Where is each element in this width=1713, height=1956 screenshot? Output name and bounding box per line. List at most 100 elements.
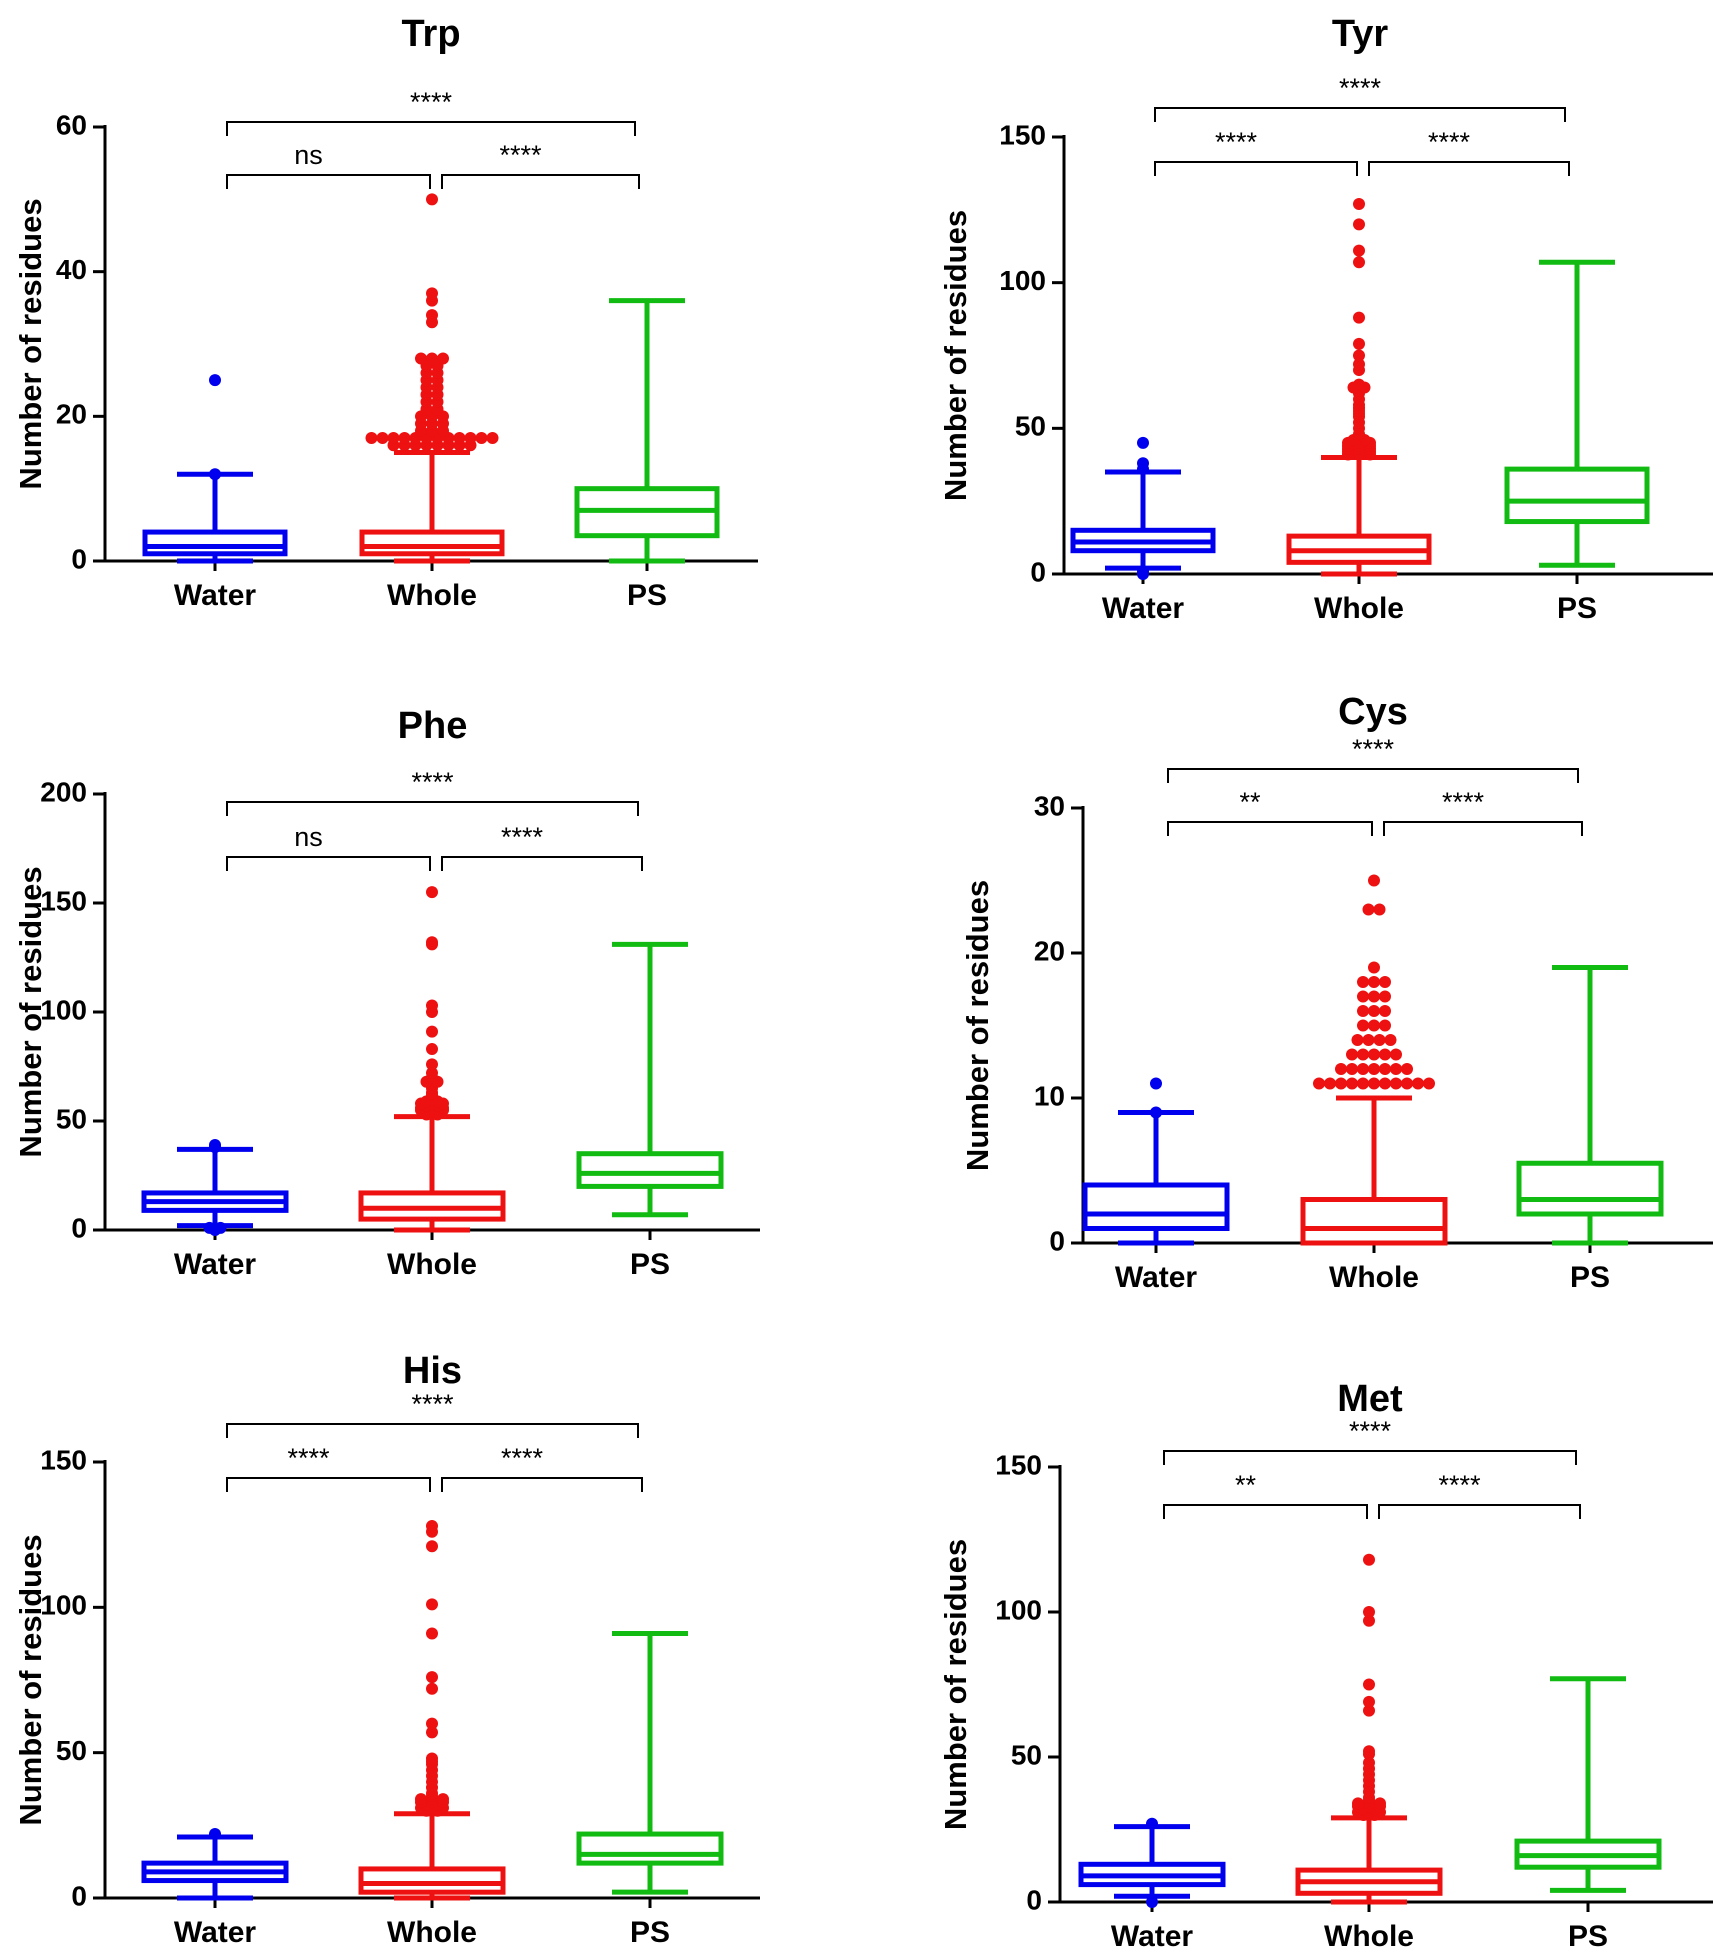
chart-title: Trp bbox=[401, 13, 460, 55]
significance-label: ns bbox=[294, 140, 323, 170]
significance-label: **** bbox=[287, 1443, 330, 1473]
x-category-label: Water bbox=[1111, 1920, 1194, 1953]
x-category-label: Whole bbox=[1314, 592, 1404, 625]
outlier-point bbox=[1353, 311, 1365, 324]
box-whole bbox=[1286, 198, 1432, 577]
y-tick-label: 50 bbox=[1015, 411, 1046, 442]
outlier-point bbox=[1353, 256, 1365, 269]
outlier-point bbox=[209, 1828, 221, 1841]
outlier-point bbox=[1363, 1678, 1375, 1691]
y-tick-label: 150 bbox=[995, 1449, 1042, 1480]
outlier-point bbox=[1384, 1034, 1397, 1046]
y-axis-label: Number of residues bbox=[960, 880, 995, 1171]
outlier-point bbox=[1390, 1048, 1402, 1061]
outlier-point bbox=[398, 432, 411, 445]
outlier-point bbox=[426, 1519, 438, 1532]
x-category-label: PS bbox=[1570, 1261, 1610, 1294]
y-tick-label: 50 bbox=[56, 1103, 87, 1134]
outlier-point bbox=[1146, 1817, 1158, 1830]
outlier-point bbox=[209, 468, 221, 481]
box-whole bbox=[1300, 874, 1448, 1246]
x-category-label: Whole bbox=[387, 1916, 477, 1949]
significance-bracket bbox=[1167, 821, 1373, 836]
y-axis-label: Number of residues bbox=[13, 198, 48, 489]
outlier-point bbox=[1353, 337, 1365, 350]
significance-bracket bbox=[441, 1477, 643, 1492]
panel-tyr: Tyr Number of residues 0 50 100 150 Water Whole… bbox=[938, 13, 1713, 625]
significance-label: **** bbox=[1442, 787, 1485, 817]
outlier-point bbox=[1368, 1063, 1380, 1075]
outlier-point bbox=[1146, 1896, 1158, 1908]
outlier-point bbox=[464, 432, 477, 445]
outlier-point bbox=[1357, 976, 1369, 988]
x-category-label: Whole bbox=[387, 1248, 477, 1281]
x-category-label: Water bbox=[1115, 1261, 1198, 1294]
x-category-label: PS bbox=[630, 1248, 670, 1281]
significance-bracket bbox=[226, 121, 636, 136]
significance-bracket bbox=[226, 801, 639, 816]
outlier-point bbox=[1412, 1077, 1424, 1090]
outlier-point bbox=[426, 1627, 438, 1640]
box-water bbox=[142, 374, 288, 564]
outlier-point bbox=[426, 999, 438, 1012]
y-axis-label: Number of residues bbox=[938, 210, 973, 501]
significance-bracket bbox=[226, 1423, 639, 1438]
box-ps bbox=[574, 298, 720, 564]
outlier-point bbox=[1335, 1063, 1347, 1075]
x-category-label: Water bbox=[174, 579, 257, 612]
outlier-point bbox=[453, 432, 466, 445]
significance-bracket bbox=[226, 856, 431, 871]
significance-bracket bbox=[1378, 1504, 1581, 1519]
outlier-point bbox=[426, 1726, 438, 1739]
panel-his: His Number of residues 0 50 100 150 Water Whole… bbox=[13, 1350, 760, 1949]
outlier-point bbox=[1368, 990, 1380, 1003]
outlier-point bbox=[1351, 1034, 1364, 1046]
box-iqr bbox=[142, 529, 288, 557]
y-tick-label: 50 bbox=[56, 1735, 87, 1766]
outlier-point bbox=[1390, 1077, 1402, 1090]
y-axis-label: Number of residues bbox=[938, 1539, 973, 1830]
significance-label: **** bbox=[1428, 127, 1471, 157]
y-tick-label: 20 bbox=[56, 399, 87, 430]
box-water bbox=[141, 1138, 289, 1236]
y-tick-label: 100 bbox=[995, 1594, 1042, 1625]
outlier-point bbox=[209, 374, 221, 387]
outlier-point bbox=[1423, 1077, 1435, 1090]
outlier-point bbox=[1379, 1077, 1391, 1090]
significance-bracket bbox=[441, 174, 640, 189]
x-category-label: PS bbox=[630, 1916, 670, 1949]
chart-title: Phe bbox=[398, 705, 468, 747]
x-category-label: PS bbox=[1557, 592, 1597, 625]
outlier-point bbox=[1362, 903, 1375, 916]
box-whole bbox=[359, 193, 505, 564]
y-tick-label: 100 bbox=[40, 994, 87, 1025]
box-water bbox=[141, 1828, 289, 1901]
outlier-point bbox=[426, 1671, 438, 1684]
outlier-point bbox=[1357, 1048, 1369, 1061]
significance-label: **** bbox=[1438, 1470, 1481, 1500]
outlier-point bbox=[1368, 1048, 1380, 1061]
box-water bbox=[1070, 436, 1216, 580]
outlier-point bbox=[1357, 1063, 1369, 1075]
outlier-point bbox=[1363, 1553, 1375, 1566]
outlier-point bbox=[1150, 1106, 1162, 1119]
significance-label: **** bbox=[1349, 1416, 1392, 1446]
significance-label: **** bbox=[410, 87, 453, 117]
outlier-point bbox=[1379, 1005, 1391, 1017]
panel-met: Met Number of residues 0 50 100 150 Water Whole… bbox=[938, 1378, 1713, 1953]
outlier-point bbox=[214, 1221, 227, 1234]
y-tick-label: 150 bbox=[40, 885, 87, 916]
outlier-point bbox=[1368, 1077, 1380, 1090]
outlier-point bbox=[426, 1540, 438, 1553]
outlier-point bbox=[1362, 1034, 1375, 1046]
significance-bracket bbox=[1163, 1450, 1577, 1465]
significance-label: **** bbox=[501, 822, 544, 852]
box-iqr bbox=[1516, 1160, 1664, 1217]
outlier-point bbox=[426, 1598, 438, 1611]
outlier-point bbox=[426, 287, 438, 300]
y-tick-label: 60 bbox=[56, 109, 87, 140]
y-tick-label: 0 bbox=[71, 1880, 87, 1911]
outlier-point bbox=[1353, 218, 1365, 231]
box-iqr bbox=[358, 1866, 506, 1895]
